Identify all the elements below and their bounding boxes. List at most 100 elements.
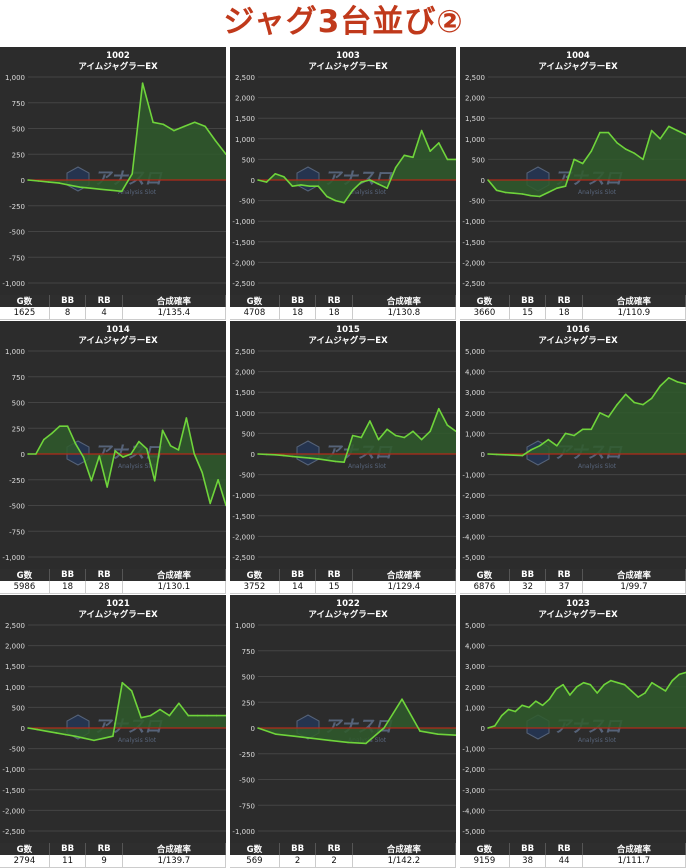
data-point — [43, 438, 45, 441]
y-tick-label: -500 — [239, 198, 255, 206]
y-tick-label: 3,000 — [465, 663, 485, 671]
stats-games: 3752 — [230, 581, 280, 594]
watermark-sub: Analysis Slot — [578, 463, 617, 470]
y-tick-label: 0 — [481, 177, 485, 185]
data-point — [206, 714, 208, 717]
y-tick-label: 1,000 — [5, 348, 25, 356]
stats-header: G数 — [0, 843, 50, 855]
data-point — [48, 181, 50, 183]
data-point — [225, 153, 226, 156]
chart-panel: 1016 アイムジャグラーEX 5,000 4,000 3,000 2,000 1,000 0… — [460, 321, 687, 594]
data-point — [121, 681, 124, 684]
data-point — [100, 188, 102, 191]
stats-bb: 14 — [279, 581, 317, 594]
stats-header: 合成確率 — [122, 569, 227, 581]
stats-header: 合成確率 — [352, 295, 457, 307]
data-point — [657, 686, 660, 688]
data-point — [637, 696, 639, 698]
data-point — [225, 714, 226, 717]
data-point — [89, 187, 92, 189]
y-tick-label: -1,500 — [232, 513, 255, 521]
data-point — [82, 456, 85, 458]
data-point — [504, 191, 506, 194]
stats-table: G数 BB RB 合成確率 569 2 2 1/142.2 — [230, 843, 457, 868]
chart-model-name: アイムジャグラーEX — [308, 609, 388, 620]
chart-panel: 1003 アイムジャグラーEX 2,500 2,000 1,500 1,000 500 0 -5… — [230, 47, 457, 320]
data-point — [130, 453, 132, 455]
y-tick-label: -2,500 — [232, 280, 255, 288]
data-point — [257, 727, 259, 729]
chart-panel: 1023 アイムジャグラーEX 5,000 4,000 3,000 2,000 1,000 0… — [460, 595, 687, 868]
data-point — [215, 714, 218, 717]
stats-header: G数 — [0, 569, 50, 581]
data-point — [556, 445, 558, 447]
chart-panel: 1022 アイムジャグラーEX 1,000 750 500 250 0 -250 -500 -75… — [230, 595, 457, 868]
y-tick-label: -500 — [239, 472, 255, 480]
stats-table: G数 BB RB 合成確率 5986 18 28 1/130.1 — [0, 569, 227, 594]
stats-table: G数 BB RB 合成確率 1625 8 4 1/135.4 — [0, 295, 227, 320]
data-point — [644, 692, 646, 694]
data-point — [538, 445, 541, 447]
stats-probability: 1/110.9 — [582, 307, 687, 320]
stats-header: G数 — [460, 295, 510, 307]
data-point — [112, 735, 114, 737]
data-point — [334, 199, 337, 202]
stats-header: RB — [545, 569, 583, 581]
y-tick-label: -1,000 — [2, 554, 25, 562]
data-point — [599, 131, 601, 134]
series-line — [27, 82, 226, 193]
data-point — [616, 403, 618, 406]
y-tick-label: -1,000 — [232, 218, 255, 226]
y-tick-label: -2,500 — [232, 554, 255, 562]
y-tick-label: -1,000 — [462, 472, 485, 480]
data-point — [68, 184, 71, 186]
data-point — [651, 681, 653, 684]
stats-rb: 44 — [545, 855, 583, 868]
data-point — [521, 454, 524, 457]
data-point — [664, 690, 667, 692]
data-point — [106, 486, 108, 488]
y-tick-label: 2,000 — [235, 95, 255, 103]
data-point — [678, 673, 680, 676]
data-point — [590, 150, 593, 152]
stats-header: BB — [509, 295, 547, 307]
y-tick-label: -250 — [239, 751, 255, 759]
data-point — [360, 436, 363, 439]
y-tick-label: -2,500 — [462, 280, 485, 288]
area-fill — [488, 377, 686, 456]
data-point — [386, 187, 388, 189]
data-point — [438, 407, 440, 410]
data-point — [193, 121, 196, 124]
y-tick-label: 4,000 — [465, 369, 485, 377]
stats-probability: 1/139.7 — [122, 855, 227, 868]
data-point — [36, 728, 39, 731]
stats-header: RB — [315, 569, 353, 581]
data-point — [569, 694, 571, 696]
data-point — [530, 449, 532, 451]
stats-probability: 1/99.7 — [582, 581, 687, 594]
stats-bb: 38 — [509, 855, 547, 868]
stats-bb: 8 — [49, 307, 87, 320]
y-tick-label: 500 — [242, 674, 255, 682]
y-tick-label: -2,000 — [232, 259, 255, 267]
data-point — [201, 471, 203, 474]
data-point — [326, 195, 328, 198]
data-point — [513, 454, 515, 456]
data-point — [438, 142, 440, 144]
stats-rb: 9 — [85, 855, 123, 868]
stats-header: BB — [49, 843, 87, 855]
data-point — [607, 416, 610, 418]
watermark-sub: Analysis Slot — [118, 189, 157, 196]
data-point — [141, 82, 144, 84]
area-fill — [28, 83, 226, 192]
data-point — [159, 708, 161, 711]
data-point — [607, 131, 610, 134]
data-point — [196, 714, 199, 717]
data-point — [500, 714, 503, 717]
y-tick-label: 1,000 — [235, 136, 255, 144]
stats-table: G数 BB RB 合成確率 3660 15 18 1/110.9 — [460, 295, 687, 320]
y-tick-label: -500 — [469, 198, 485, 206]
data-point — [360, 181, 363, 183]
